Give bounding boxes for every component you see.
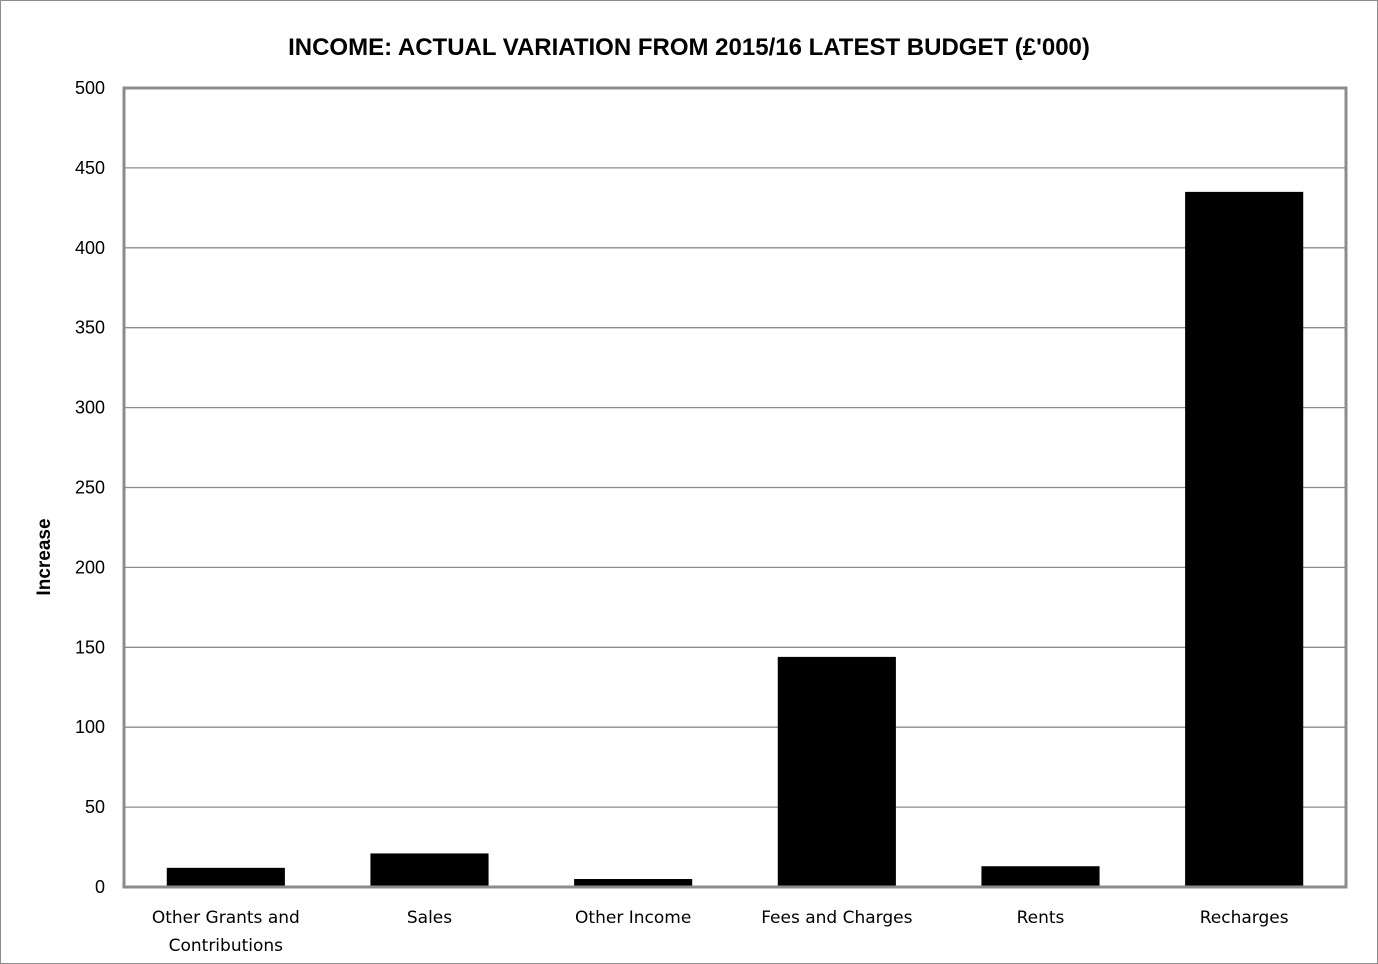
- y-tick-label: 50: [85, 797, 105, 817]
- x-tick-label: Fees and Charges: [761, 908, 912, 928]
- bars: [166, 191, 1304, 887]
- y-tick-label: 500: [75, 78, 105, 98]
- y-tick-label: 250: [75, 478, 105, 498]
- x-tick-label: Sales: [407, 908, 452, 928]
- chart-title: INCOME: ACTUAL VARIATION FROM 2015/16 LA…: [288, 34, 1090, 61]
- bar: [1185, 191, 1304, 887]
- gridlines: [124, 167, 1346, 808]
- plot-area-border: [122, 86, 1348, 889]
- y-axis-label: Increase: [34, 518, 55, 595]
- y-tick-label: 350: [75, 318, 105, 338]
- x-tick-label: Other Grants and Contributions: [152, 908, 300, 956]
- bar: [981, 866, 1100, 887]
- y-tick-label: 300: [75, 398, 105, 418]
- x-tick-label: Recharges: [1200, 908, 1289, 928]
- bar: [574, 879, 693, 887]
- bar: [777, 656, 896, 887]
- y-tick-label: 450: [75, 158, 105, 178]
- y-tick-label: 100: [75, 717, 105, 737]
- y-tick-label: 0: [95, 877, 105, 897]
- x-tick-label: Rents: [1017, 908, 1065, 928]
- y-tick-label: 400: [75, 238, 105, 258]
- x-axis-ticks: Other Grants and Contributions Sales Other …: [152, 908, 1289, 956]
- y-axis-ticks: 0 50 100 150 200 250 300 350 400 450 500: [75, 78, 105, 897]
- y-tick-label: 200: [75, 557, 105, 577]
- bar: [370, 853, 489, 887]
- y-tick-label: 150: [75, 637, 105, 657]
- bar: [166, 867, 285, 887]
- x-tick-label: Other Income: [575, 908, 691, 928]
